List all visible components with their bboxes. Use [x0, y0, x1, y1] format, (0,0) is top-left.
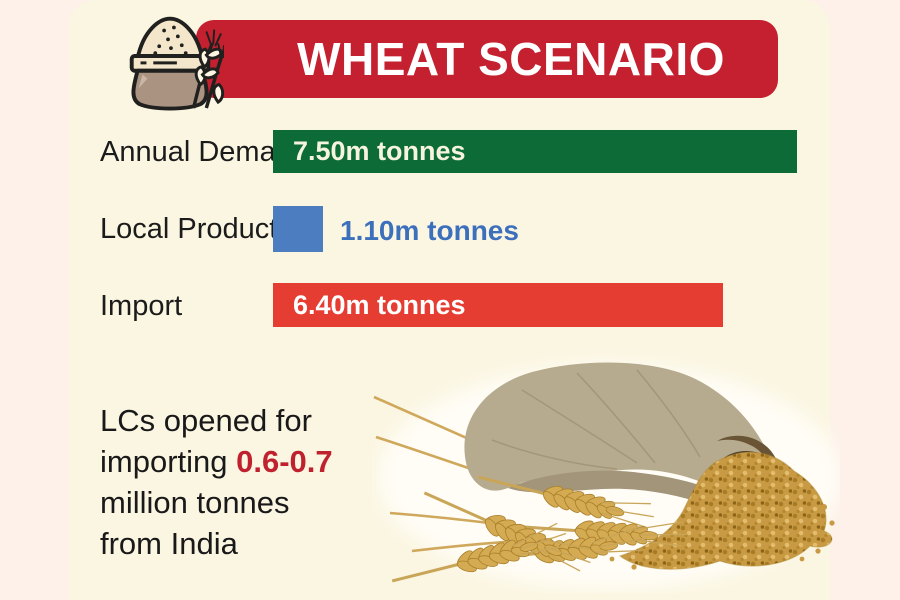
- bar-import: 6.40m tonnes: [273, 283, 723, 327]
- value-annual-demand: 7.50m tonnes: [293, 136, 466, 166]
- bar-local-production: [273, 206, 323, 252]
- lc-note-line1: LCs opened for: [100, 403, 312, 438]
- lc-note-line3: million tonnes: [100, 485, 290, 520]
- label-import: Import: [100, 290, 183, 322]
- lc-note-line2: importing 0.6-0.7: [100, 444, 333, 479]
- flour-sack-with-wheat-icon: [116, 2, 225, 112]
- lc-note: LCs opened for importing 0.6-0.7 million…: [100, 400, 333, 564]
- value-local-production: 1.10m tonnes: [340, 215, 519, 246]
- page-title: WHEAT SCENARIO: [297, 33, 725, 85]
- wheat-sack-spilling-grain-photo: [372, 345, 842, 596]
- lc-note-highlight: 0.6-0.7: [236, 444, 333, 479]
- title-banner: WHEAT SCENARIO: [196, 20, 778, 98]
- lc-note-line4: from India: [100, 526, 238, 561]
- bar-annual-demand: 7.50m tonnes: [273, 130, 797, 173]
- value-import: 6.40m tonnes: [293, 289, 466, 320]
